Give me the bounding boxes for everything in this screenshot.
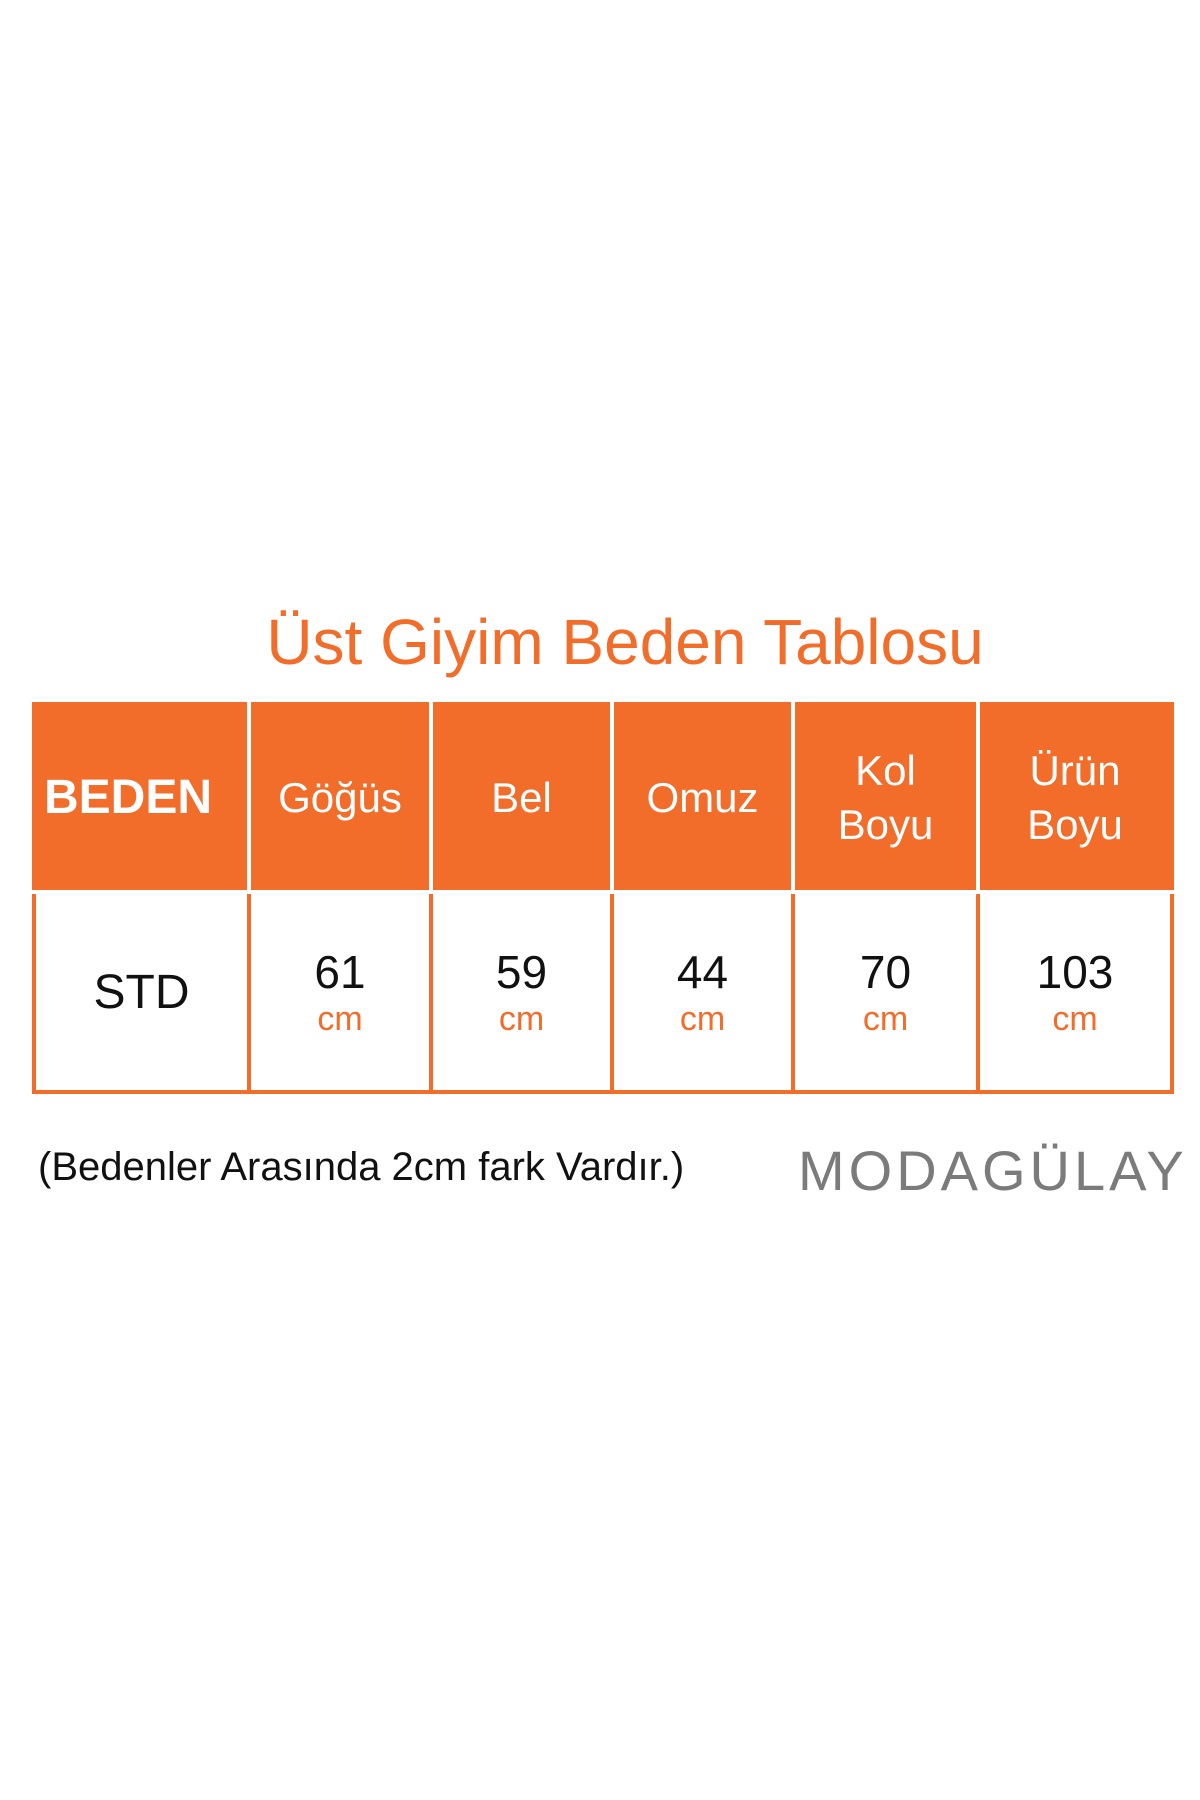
value: 59 (495, 946, 548, 998)
unit: cm (862, 1000, 909, 1038)
value: 103 (1036, 946, 1114, 998)
value: 61 (314, 946, 366, 998)
urun-boyu-cell: 103 cm (976, 890, 1174, 1094)
table-header-row: BEDEN Göğüs Bel Omuz Kol Boyu Ürün Boyu (32, 702, 1174, 894)
gogus-cell: 61 cm (247, 890, 433, 1094)
bel-cell: 59 cm (429, 890, 614, 1094)
unit: cm (317, 1000, 363, 1038)
omuz-cell: 44 cm (610, 890, 795, 1094)
size-difference-note: (Bedenler Arasında 2cm fark Vardır.) (38, 1145, 685, 1189)
unit: cm (1052, 1000, 1098, 1038)
size-cell: STD (32, 890, 251, 1094)
header-beden: BEDEN (32, 702, 251, 894)
unit: cm (679, 1000, 726, 1038)
table-row: STD 61 cm 59 cm 44 cm 70 cm 103 cm (32, 890, 1174, 1094)
value: 70 (859, 946, 912, 998)
kol-boyu-cell: 70 cm (791, 890, 980, 1094)
header-urun-boyu: Ürün Boyu (976, 702, 1174, 894)
unit: cm (498, 1000, 545, 1038)
size-chart-table: BEDEN Göğüs Bel Omuz Kol Boyu Ürün Boyu … (32, 702, 1174, 1094)
header-omuz: Omuz (610, 702, 795, 894)
header-kol-boyu: Kol Boyu (791, 702, 980, 894)
header-gogus: Göğüs (247, 702, 433, 894)
value: 44 (676, 946, 729, 998)
page-title: Üst Giyim Beden Tablosu (266, 606, 984, 678)
brand-logo: MODAGÜLAY (798, 1139, 1188, 1202)
header-bel: Bel (429, 702, 614, 894)
